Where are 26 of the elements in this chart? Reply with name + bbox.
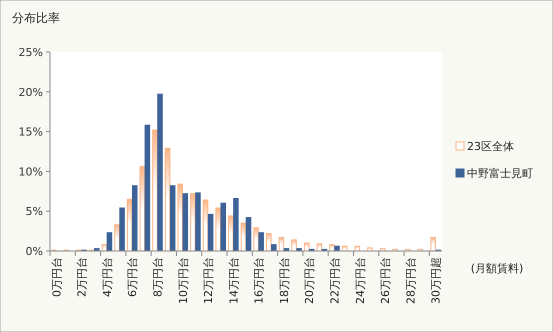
x-tick-label: 6万円台 xyxy=(126,257,140,297)
y-axis-title: 分布比率 xyxy=(12,11,60,25)
x-tick-label: 18万円台 xyxy=(278,257,291,304)
x-tick-label: 16万円台 xyxy=(252,257,266,304)
x-tick-label: 4万円台 xyxy=(100,257,114,297)
x-tick-label: 26万円台 xyxy=(379,257,392,304)
x-tick-label: 2万円台 xyxy=(76,257,89,297)
x-tick-label: 10万円台 xyxy=(176,257,190,304)
x-tick-label: 20万円台 xyxy=(303,257,316,304)
x-tick-label: 30万円超 xyxy=(430,257,443,304)
y-tick-label: 5% xyxy=(26,205,43,218)
x-tick-label: 22万円台 xyxy=(328,257,342,304)
y-tick-label: 0% xyxy=(26,245,43,258)
x-tick-label: 12万円台 xyxy=(202,257,216,304)
x-tick-label: 14万円台 xyxy=(227,257,240,304)
y-tick-label: 15% xyxy=(18,126,43,139)
x-tick-label: 28万円台 xyxy=(404,257,418,304)
legend-label: 23区全体 xyxy=(467,140,514,153)
x-tick-label: 0万円台 xyxy=(50,257,64,297)
y-tick-label: 20% xyxy=(18,86,43,99)
legend-label: 中野富士見町 xyxy=(467,167,533,180)
x-tick-label: 8万円台 xyxy=(151,257,164,297)
x-axis-title: (月額賃料) xyxy=(470,262,524,275)
y-tick-label: 10% xyxy=(18,165,43,178)
x-tick-label: 24万円台 xyxy=(354,257,367,304)
y-tick-label: 25% xyxy=(18,46,43,59)
